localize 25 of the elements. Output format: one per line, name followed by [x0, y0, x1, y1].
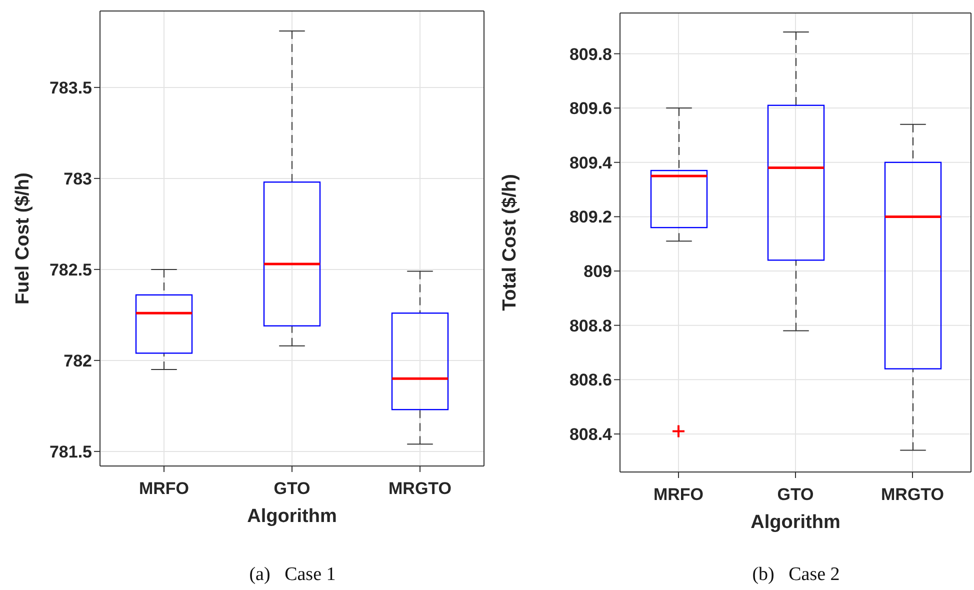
y-tick-label: 809.2 — [569, 208, 612, 227]
x-axis-title: Algorithm — [750, 512, 840, 533]
y-tick-label: 809.8 — [569, 44, 612, 64]
y-tick-label: 783 — [64, 169, 92, 188]
y-tick-label: 808.6 — [569, 370, 612, 390]
y-tick-label: 782 — [64, 351, 92, 370]
y-tick-label: 781.5 — [49, 442, 92, 462]
x-axis-title: Algorithm — [247, 506, 337, 527]
y-axis-title: Fuel Cost ($/h) — [12, 172, 34, 304]
x-tick-label: MRFO — [653, 485, 704, 504]
x-tick-label: GTO — [274, 479, 310, 498]
x-tick-label: GTO — [777, 485, 814, 504]
y-axis-title: Total Cost ($/h) — [500, 174, 521, 311]
x-tick-label: MRGTO — [881, 485, 944, 504]
text: (a) Case 1 — [248, 564, 337, 586]
x-tick-label: MRGTO — [388, 479, 452, 498]
y-tick-label: 782.5 — [49, 260, 92, 280]
y-tick-label: 809.4 — [569, 153, 613, 172]
x-tick-label: MRFO — [138, 479, 190, 498]
y-tick-label: 783.5 — [49, 78, 92, 98]
y-tick-label: 809.6 — [569, 99, 612, 118]
y-tick-label: 809 — [584, 262, 612, 282]
y-tick-label: 808.8 — [569, 316, 612, 336]
y-tick-label: 808.4 — [569, 425, 613, 444]
text: (b) Case 2 — [751, 564, 841, 586]
